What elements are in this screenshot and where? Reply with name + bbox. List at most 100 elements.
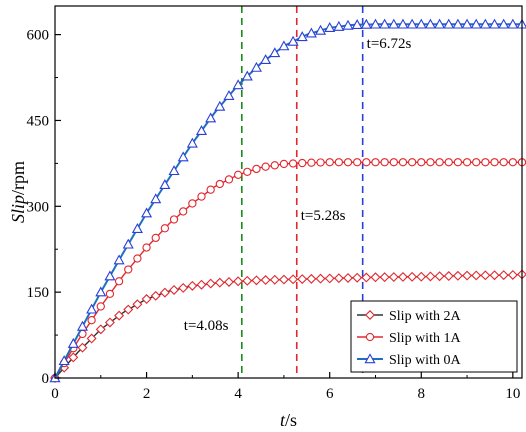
legend-swatch-marker (365, 332, 375, 342)
data-point (508, 158, 517, 167)
data-point (168, 165, 180, 176)
data-point (490, 158, 499, 167)
data-point (398, 158, 408, 167)
data-point (369, 18, 382, 29)
data-point (269, 274, 280, 285)
legend-label: Slip with 2A (389, 309, 461, 324)
x-axis-title-unit: /s (285, 410, 297, 430)
data-point (124, 265, 133, 274)
data-point (288, 274, 299, 285)
x-axis-title: t/s (280, 410, 297, 430)
data-point (205, 112, 217, 123)
data-point (389, 158, 398, 167)
data-point (278, 40, 290, 51)
series-0 (50, 269, 526, 383)
data-point (360, 18, 372, 29)
data-point (370, 272, 381, 283)
data-point (426, 158, 435, 167)
data-point (187, 280, 198, 291)
data-point (178, 282, 189, 293)
data-point (407, 271, 418, 282)
data-point (177, 151, 189, 162)
data-point (316, 158, 325, 167)
data-point (379, 18, 391, 29)
data-point (452, 270, 463, 281)
data-point (351, 19, 363, 30)
data-point (489, 270, 500, 281)
data-point (424, 18, 436, 29)
data-point (205, 278, 216, 289)
data-point (242, 275, 253, 286)
data-point (150, 290, 161, 301)
data-point (296, 31, 308, 42)
data-point (307, 158, 316, 167)
data-point (68, 352, 79, 363)
data-point (188, 199, 197, 208)
data-point (252, 164, 261, 174)
x-tick-label: 4 (234, 386, 242, 402)
data-point (160, 224, 170, 233)
data-point (388, 272, 399, 283)
data-point (260, 275, 271, 285)
data-point (224, 175, 234, 184)
data-point (498, 270, 509, 281)
data-point (324, 22, 336, 32)
data-point (417, 158, 426, 167)
series-line (54, 161, 522, 379)
data-point (343, 272, 353, 283)
y-tick-label: 300 (27, 199, 50, 215)
y-axis-title-unit: /rpm (8, 161, 28, 195)
data-point (407, 158, 417, 167)
data-point (333, 273, 344, 284)
data-point (462, 158, 472, 167)
data-point (95, 324, 106, 335)
data-point (361, 272, 372, 283)
data-point (453, 158, 463, 167)
time-annotation: t=6.72s (367, 36, 412, 52)
data-point (186, 137, 198, 148)
data-point (397, 271, 408, 282)
data-point (324, 273, 335, 284)
x-tick-label: 6 (326, 386, 334, 402)
data-point (334, 158, 344, 167)
data-point (169, 285, 180, 295)
x-tick-label: 2 (143, 386, 151, 402)
data-point (95, 286, 107, 297)
data-point (278, 274, 289, 285)
data-point (287, 35, 299, 46)
data-point (196, 279, 207, 290)
data-point (333, 20, 345, 31)
data-point (499, 158, 508, 167)
data-point (224, 276, 234, 287)
data-point (131, 223, 143, 233)
data-point (434, 271, 445, 282)
data-point (461, 18, 473, 29)
data-point (233, 276, 244, 287)
data-point (380, 158, 389, 167)
y-tick-label: 150 (27, 285, 50, 301)
data-point (96, 302, 105, 311)
data-point (122, 238, 134, 249)
data-point (388, 18, 400, 29)
x-tick-label: 0 (51, 386, 59, 402)
data-point (342, 19, 354, 30)
data-point (443, 271, 454, 281)
data-point (58, 355, 70, 366)
y-tick-label: 600 (27, 28, 50, 44)
data-point (488, 18, 501, 29)
data-point (142, 243, 151, 252)
data-point (379, 272, 390, 283)
series-line (54, 23, 522, 379)
x-axis-title-italic: t (280, 410, 286, 430)
data-point (206, 185, 215, 194)
data-point (507, 18, 519, 29)
data-point (215, 179, 224, 189)
data-point (179, 207, 188, 216)
data-point (261, 162, 270, 171)
series-2 (49, 18, 526, 383)
data-point (233, 170, 243, 179)
data-point (472, 158, 481, 167)
data-point (297, 274, 308, 285)
data-point (86, 303, 98, 314)
data-point (452, 18, 464, 29)
